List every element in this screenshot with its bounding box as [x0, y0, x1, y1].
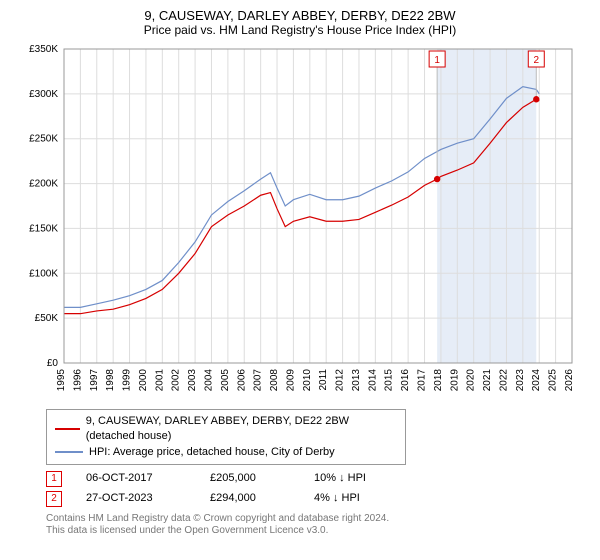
svg-text:2: 2	[533, 55, 539, 66]
legend: 9, CAUSEWAY, DARLEY ABBEY, DERBY, DE22 2…	[46, 409, 406, 465]
chart-plot: £0 £50K £100K £150K £200K £250K £300K £350K 1995…	[20, 43, 580, 403]
svg-text:2006: 2006	[236, 369, 247, 392]
marker-price: £294,000	[210, 489, 290, 509]
legend-swatch	[55, 451, 83, 453]
svg-text:£50K: £50K	[35, 313, 59, 324]
svg-text:2026: 2026	[564, 369, 575, 392]
chart-subtitle: Price paid vs. HM Land Registry's House …	[10, 23, 590, 37]
svg-text:2021: 2021	[482, 369, 493, 392]
svg-text:£250K: £250K	[29, 134, 58, 145]
svg-text:£300K: £300K	[29, 89, 58, 100]
footnote-line: Contains HM Land Registry data © Crown c…	[46, 513, 580, 526]
svg-text:2011: 2011	[318, 369, 329, 391]
svg-text:2007: 2007	[253, 369, 264, 392]
legend-row: HPI: Average price, detached house, City…	[55, 445, 397, 460]
svg-text:£200K: £200K	[29, 179, 58, 190]
svg-text:£150K: £150K	[29, 223, 58, 234]
marker-table: 1 06-OCT-2017 £205,000 10% ↓ HPI 2 27-OCT-202…	[46, 469, 580, 509]
marker-date: 06-OCT-2017	[86, 469, 186, 489]
svg-text:2016: 2016	[400, 369, 411, 392]
svg-text:2025: 2025	[548, 369, 559, 392]
chart-title: 9, CAUSEWAY, DARLEY ABBEY, DERBY, DE22 2…	[10, 8, 590, 23]
marker-price: £205,000	[210, 469, 290, 489]
marker-badge: 2	[46, 491, 62, 507]
svg-text:2020: 2020	[466, 369, 477, 392]
legend-swatch	[55, 428, 80, 430]
svg-text:2009: 2009	[285, 369, 296, 392]
svg-text:2015: 2015	[384, 369, 395, 392]
svg-text:1997: 1997	[89, 369, 100, 392]
svg-text:2008: 2008	[269, 369, 280, 392]
svg-text:2004: 2004	[203, 369, 214, 392]
svg-text:1996: 1996	[72, 369, 83, 392]
marker-badge: 1	[46, 471, 62, 487]
footnote: Contains HM Land Registry data © Crown c…	[46, 513, 580, 538]
svg-text:2010: 2010	[302, 369, 313, 392]
svg-text:2003: 2003	[187, 369, 198, 392]
svg-text:1998: 1998	[105, 369, 116, 392]
svg-text:2002: 2002	[171, 369, 182, 392]
legend-label: HPI: Average price, detached house, City…	[89, 445, 335, 460]
svg-text:2018: 2018	[433, 369, 444, 392]
svg-text:2022: 2022	[498, 369, 509, 392]
marker-relative: 4% ↓ HPI	[314, 489, 404, 509]
svg-text:2023: 2023	[515, 369, 526, 392]
svg-text:2001: 2001	[154, 369, 165, 392]
legend-label: 9, CAUSEWAY, DARLEY ABBEY, DERBY, DE22 2…	[86, 414, 397, 445]
footnote-line: This data is licensed under the Open Gov…	[46, 525, 580, 538]
svg-text:1: 1	[434, 55, 440, 66]
svg-text:2019: 2019	[449, 369, 460, 392]
marker-date: 27-OCT-2023	[86, 489, 186, 509]
svg-text:£0: £0	[47, 358, 59, 369]
svg-text:1999: 1999	[122, 369, 133, 392]
svg-text:£100K: £100K	[29, 268, 58, 279]
marker-relative: 10% ↓ HPI	[314, 469, 404, 489]
svg-text:2014: 2014	[367, 369, 378, 392]
svg-text:2017: 2017	[417, 369, 428, 392]
svg-text:2024: 2024	[531, 369, 542, 392]
legend-row: 9, CAUSEWAY, DARLEY ABBEY, DERBY, DE22 2…	[55, 414, 397, 445]
svg-text:2013: 2013	[351, 369, 362, 392]
svg-text:£350K: £350K	[29, 44, 58, 55]
marker-row: 1 06-OCT-2017 £205,000 10% ↓ HPI	[46, 469, 580, 489]
svg-text:2012: 2012	[335, 369, 346, 392]
svg-text:2005: 2005	[220, 369, 231, 392]
svg-text:1995: 1995	[56, 369, 67, 392]
svg-text:2000: 2000	[138, 369, 149, 392]
marker-row: 2 27-OCT-2023 £294,000 4% ↓ HPI	[46, 489, 580, 509]
